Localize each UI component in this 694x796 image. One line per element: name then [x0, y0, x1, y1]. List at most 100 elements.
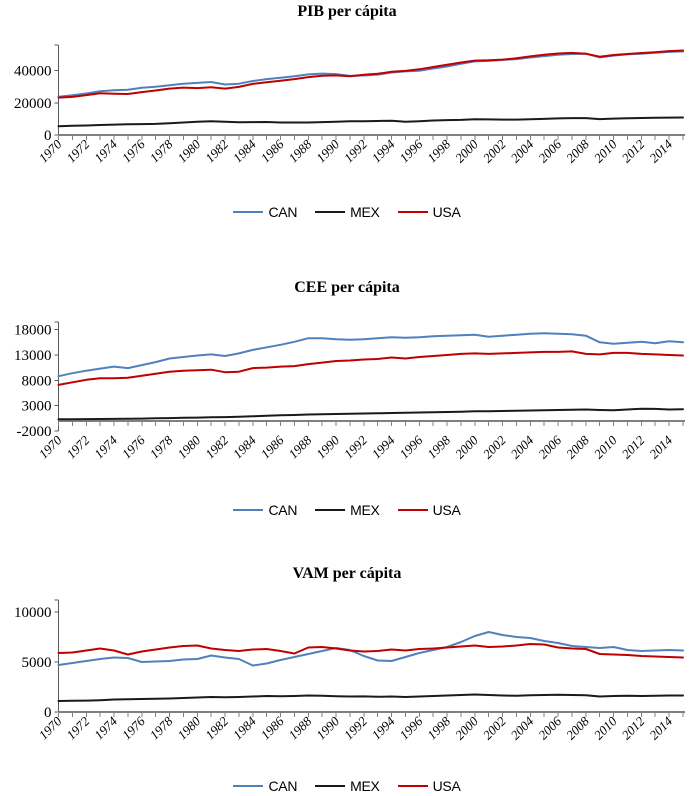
x-tick-label: 1996	[396, 136, 425, 165]
x-tick-label: 2006	[535, 432, 564, 461]
series-line-usa	[57, 49, 684, 99]
x-tick-label: 2012	[618, 136, 647, 165]
y-tick-label: 0	[44, 705, 52, 721]
legend-item-can: CAN	[233, 204, 297, 220]
x-tick-label: 1982	[202, 136, 231, 165]
x-tick-label: 1998	[424, 432, 453, 461]
legend-line-sample	[315, 509, 346, 511]
legend-label: CAN	[268, 204, 298, 220]
legend-line-sample	[233, 785, 264, 787]
x-tick-label: 2000	[452, 136, 481, 165]
y-tick-label: 20000	[14, 96, 52, 112]
x-tick-label: 2014	[646, 432, 675, 461]
chart-title-cee: CEE per cápita	[294, 279, 400, 296]
x-tick-label: 1988	[285, 136, 314, 165]
series-line-can	[57, 332, 684, 378]
x-tick-label: 1984	[230, 432, 259, 461]
x-tick-label: 1984	[230, 136, 259, 165]
x-tick-label: 1976	[119, 432, 148, 461]
legend-item-mex: MEX	[315, 204, 380, 220]
x-tick-label: 1986	[258, 713, 287, 742]
y-tick-label: 5000	[22, 655, 52, 671]
y-tick-label: 18000	[14, 323, 52, 339]
x-tick-label: 1972	[63, 136, 92, 165]
x-tick-label: 2008	[563, 713, 592, 742]
y-tick-label: 10000	[14, 605, 52, 621]
legend-label: USA	[432, 204, 461, 220]
legend-label: USA	[432, 778, 461, 794]
legend-item-can: CAN	[233, 778, 297, 794]
legend-line-sample	[315, 211, 346, 213]
series-line-mex	[57, 407, 684, 421]
x-tick-label: 1988	[285, 432, 314, 461]
legend-item-can: CAN	[233, 502, 297, 518]
chart-block-vam: VAM per cápita 0 5000 10000 1970 1972 1974 197…	[0, 552, 694, 794]
x-tick-label: 1974	[91, 432, 120, 461]
x-tick-label: 1994	[369, 432, 398, 461]
x-tick-label: 2010	[591, 136, 620, 165]
x-tick-label: 1990	[313, 136, 342, 165]
y-tick-label: 13000	[14, 348, 52, 364]
x-tick-label: 1972	[63, 432, 92, 461]
legend-item-usa: USA	[397, 502, 461, 518]
x-tick-label: 1988	[285, 713, 314, 742]
chart-title-vam: VAM per cápita	[292, 565, 402, 582]
x-tick-label: 1986	[258, 432, 287, 461]
legend-line-sample	[233, 509, 264, 511]
legend-line-sample	[233, 211, 264, 213]
legend-label: MEX	[350, 502, 380, 518]
plot-svg: 0500010000197019721974197619781980198219…	[14, 599, 685, 743]
series-line-mex	[57, 693, 684, 702]
x-tick-label: 1994	[369, 136, 398, 165]
legend-pib: CAN MEX USA	[0, 204, 694, 220]
x-tick-label: 2000	[452, 432, 481, 461]
x-tick-label: 2012	[618, 713, 647, 742]
legend-line-sample	[397, 785, 428, 787]
x-tick-label: 2002	[480, 136, 509, 165]
legend-label: CAN	[268, 778, 298, 794]
x-tick-label: 2010	[591, 713, 620, 742]
x-tick-label: 1982	[202, 713, 231, 742]
x-tick-label: 1986	[258, 136, 287, 165]
x-tick-label: 1978	[147, 713, 176, 742]
x-tick-label: 1978	[147, 432, 176, 461]
y-tick-label: -2000	[17, 424, 52, 440]
x-tick-label: 2008	[563, 136, 592, 165]
x-tick-label: 1978	[147, 136, 176, 165]
x-tick-label: 1994	[369, 713, 398, 742]
legend-label: CAN	[268, 502, 298, 518]
x-tick-label: 2002	[480, 432, 509, 461]
x-tick-label: 1984	[230, 713, 259, 742]
x-tick-label: 1980	[174, 136, 203, 165]
x-tick-label: 1996	[396, 713, 425, 742]
x-tick-label: 2014	[646, 136, 675, 165]
y-tick-label: 40000	[14, 64, 52, 80]
legend-cee: CAN MEX USA	[0, 502, 694, 518]
x-tick-label: 1990	[313, 432, 342, 461]
x-tick-label: 2010	[591, 432, 620, 461]
series-line-usa	[57, 350, 684, 386]
line-plot-vam: 0 5000 10000 1970 1972 1974 1976 1978 1980 1982 19…	[0, 598, 694, 778]
chart-block-pib: PIB per cápita 0 20000 40000 1970 1972 1974 19…	[0, 0, 694, 220]
series-line-usa	[57, 643, 684, 659]
x-tick-label: 1970	[36, 136, 65, 165]
x-tick-label: 1990	[313, 713, 342, 742]
x-tick-label: 2014	[646, 713, 675, 742]
x-tick-label: 2006	[535, 713, 564, 742]
x-tick-label: 1974	[91, 136, 120, 165]
legend-item-mex: MEX	[315, 778, 380, 794]
y-tick-label: 0	[44, 128, 52, 144]
x-tick-label: 2012	[618, 432, 647, 461]
x-tick-label: 1972	[63, 713, 92, 742]
plot-svg: 0200004000019701972197419761978198019821…	[14, 44, 685, 166]
y-tick-label: 8000	[22, 373, 52, 389]
x-tick-label: 2004	[507, 136, 536, 165]
x-tick-label: 2004	[507, 432, 536, 461]
legend-label: MEX	[350, 204, 380, 220]
legend-vam: CAN MEX USA	[0, 778, 694, 794]
series-line-can	[57, 631, 684, 667]
x-tick-label: 1974	[91, 713, 120, 742]
x-tick-label: 1980	[174, 713, 203, 742]
x-tick-label: 2004	[507, 713, 536, 742]
series-line-mex	[57, 116, 684, 128]
